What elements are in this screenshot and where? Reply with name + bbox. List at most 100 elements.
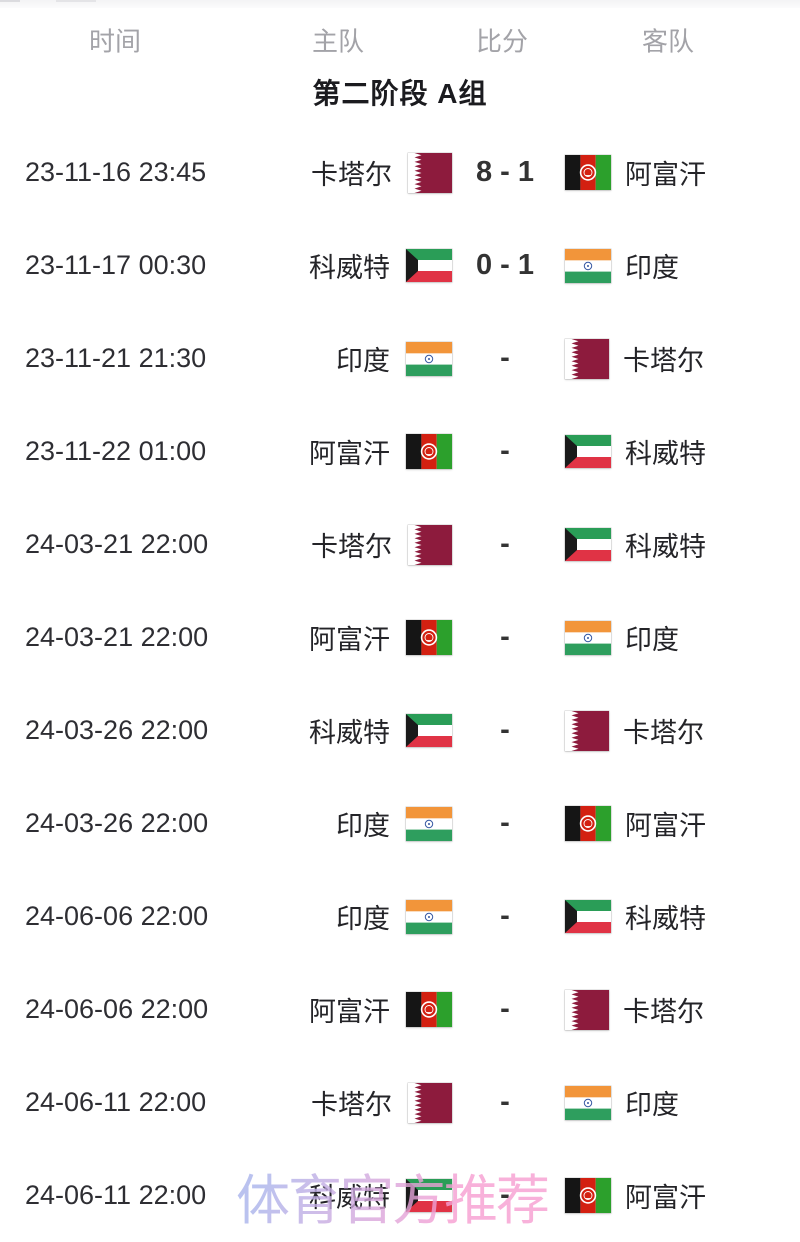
match-row[interactable]: 23-11-21 21:30 印度 - 卡塔尔 [0,312,800,405]
match-time: 24-03-26 22:00 [25,808,209,838]
away-team-flag [565,900,611,933]
home-team-name: 阿富汗 [309,625,390,655]
match-time: 23-11-22 01:00 [25,436,207,466]
match-time: 23-11-21 21:30 [25,343,207,373]
home-team-flag [408,1082,452,1123]
match-score: - [500,435,510,467]
home-team-cell: 科威特 [285,246,460,285]
away-team-flag [565,155,611,190]
away-team-flag [565,710,609,751]
away-team-flag [565,528,611,561]
kuwait-flag-icon [406,249,452,282]
away-team-cell: 印度 [550,1083,800,1122]
away-team-name: 印度 [625,253,679,283]
home-team-cell: 阿富汗 [285,990,460,1029]
home-team-cell: 科威特 [285,711,460,750]
match-row[interactable]: 24-03-26 22:00 印度 - 阿富汗 [0,777,800,870]
afghanistan-flag-icon [565,155,611,190]
home-team-name: 印度 [336,346,390,376]
away-team-name: 印度 [625,1090,679,1120]
match-time: 23-11-17 00:30 [25,250,207,280]
home-team-cell: 卡塔尔 [285,524,460,565]
match-row[interactable]: 23-11-22 01:00 阿富汗 - 科威特 [0,405,800,498]
home-team-flag [406,620,452,655]
match-row[interactable]: 24-03-21 22:00 阿富汗 - 印度 [0,591,800,684]
column-header-score: 比分 [475,26,529,57]
away-team-name: 卡塔尔 [623,718,704,748]
match-row[interactable]: 24-06-06 22:00 印度 - 科威特 [0,870,800,963]
away-team-name: 阿富汗 [625,1183,706,1213]
qatar-flag-icon [408,1082,452,1123]
away-team-flag [565,989,609,1030]
away-team-flag [565,248,611,283]
kuwait-flag-icon [406,714,452,747]
away-team-name: 阿富汗 [625,160,706,190]
top-edge-artifact [0,0,20,2]
afghanistan-flag-icon [565,1178,611,1213]
fixtures-list: 23-11-16 23:45 卡塔尔 8 - 1 阿富汗 23-11-17 00… [0,126,800,1242]
away-team-flag [565,435,611,468]
away-team-cell: 印度 [550,618,800,657]
qatar-flag-icon [408,524,452,565]
column-header-time: 时间 [88,26,142,57]
india-flag-icon [406,806,452,841]
match-score: 0 - 1 [475,249,535,281]
away-team-cell: 阿富汗 [550,804,800,843]
match-score: - [500,342,510,374]
column-header-home: 主队 [311,26,365,57]
match-row[interactable]: 24-03-21 22:00 卡塔尔 - 科威特 [0,498,800,591]
away-team-cell: 科威特 [550,897,800,936]
home-team-flag [406,249,452,282]
away-team-flag [565,1178,611,1213]
table-header: 时间 主队 比分 客队 第二阶段 A组 [0,0,800,126]
match-row[interactable]: 23-11-16 23:45 卡塔尔 8 - 1 阿富汗 [0,126,800,219]
qatar-flag-icon [565,989,609,1030]
home-team-flag [406,1179,452,1212]
away-team-cell: 卡塔尔 [550,710,800,751]
home-team-name: 科威特 [309,1183,390,1213]
home-team-cell: 科威特 [285,1176,460,1215]
match-score: - [500,714,510,746]
india-flag-icon [406,341,452,376]
away-team-flag [565,338,609,379]
away-team-name: 阿富汗 [625,811,706,841]
home-team-cell: 印度 [285,339,460,378]
away-team-flag [565,806,611,841]
match-score: - [500,621,510,653]
match-row[interactable]: 24-06-11 22:00 卡塔尔 - 印度 [0,1056,800,1149]
kuwait-flag-icon [406,1179,452,1212]
top-edge-band [0,0,800,8]
match-row[interactable]: 24-06-11 22:00 科威特 - 阿富汗 [0,1149,800,1242]
match-time: 24-03-21 22:00 [25,529,209,559]
away-team-cell: 印度 [550,246,800,285]
match-score: - [500,1086,510,1118]
match-score: - [500,900,510,932]
home-team-flag [406,992,452,1027]
home-team-flag [406,434,452,469]
away-team-name: 卡塔尔 [623,997,704,1027]
qatar-flag-icon [408,152,452,193]
kuwait-flag-icon [565,435,611,468]
home-team-name: 科威特 [309,718,390,748]
india-flag-icon [565,1085,611,1120]
home-team-flag [408,524,452,565]
match-time: 24-06-11 22:00 [25,1180,207,1210]
away-team-cell: 科威特 [550,432,800,471]
away-team-name: 科威特 [625,904,706,934]
home-team-name: 卡塔尔 [311,160,392,190]
qatar-flag-icon [565,710,609,751]
match-row[interactable]: 24-03-26 22:00 科威特 - 卡塔尔 [0,684,800,777]
match-time: 24-06-11 22:00 [25,1087,207,1117]
away-team-name: 科威特 [625,532,706,562]
home-team-name: 阿富汗 [309,997,390,1027]
home-team-name: 印度 [336,811,390,841]
afghanistan-flag-icon [406,434,452,469]
home-team-cell: 印度 [285,897,460,936]
home-team-cell: 印度 [285,804,460,843]
home-team-name: 印度 [336,904,390,934]
match-row[interactable]: 23-11-17 00:30 科威特 0 - 1 印度 [0,219,800,312]
home-team-name: 卡塔尔 [311,532,392,562]
home-team-name: 阿富汗 [309,439,390,469]
match-row[interactable]: 24-06-06 22:00 阿富汗 - 卡塔尔 [0,963,800,1056]
away-team-name: 印度 [625,625,679,655]
